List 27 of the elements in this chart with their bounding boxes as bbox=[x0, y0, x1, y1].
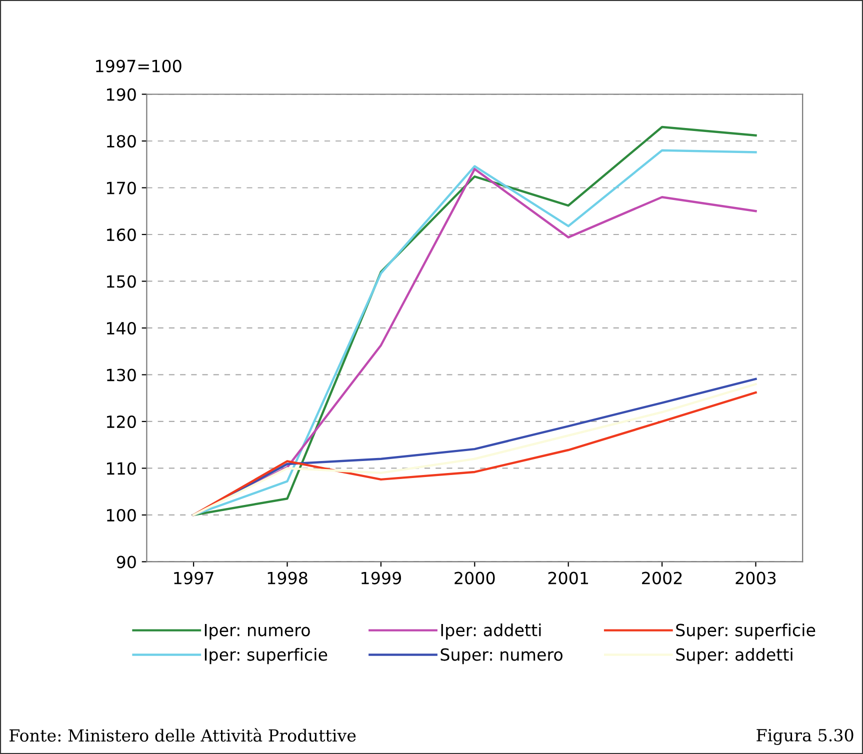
y-axis-title: 1997=100 bbox=[96, 60, 182, 72]
y-tick-label: 160 bbox=[107, 228, 136, 242]
source-note: Fonte: Ministero delle Attività Produttive bbox=[10, 728, 356, 742]
x-tick-label: 2001 bbox=[548, 572, 588, 584]
y-tick-label: 120 bbox=[107, 415, 136, 428]
x-tick-label: 2000 bbox=[454, 572, 495, 584]
y-tick-label: 170 bbox=[107, 182, 136, 194]
y-tick-label: 190 bbox=[107, 88, 136, 101]
y-tick-label: 100 bbox=[107, 508, 136, 522]
legend-label: Iper: numero bbox=[204, 624, 310, 640]
x-tick-label: 1997 bbox=[174, 572, 214, 584]
legend-label: Super: numero bbox=[440, 648, 562, 664]
legend-label: Iper: superficie bbox=[204, 648, 328, 664]
y-tick-label: 140 bbox=[107, 322, 136, 335]
x-tick-label: 2002 bbox=[642, 572, 682, 584]
y-tick-label: 130 bbox=[107, 368, 136, 382]
legend-label: Super: addetti bbox=[676, 648, 792, 664]
y-tick-label: 110 bbox=[107, 462, 136, 475]
y-tick-label: 150 bbox=[107, 275, 136, 288]
y-tick-label: 180 bbox=[107, 134, 136, 148]
x-tick-label: 1998 bbox=[268, 572, 308, 584]
text: Figura 5.30 bbox=[756, 728, 854, 745]
legend-label: Iper: addetti bbox=[441, 623, 541, 640]
legend-label: Super: superficie bbox=[676, 623, 816, 640]
x-tick-label: 2003 bbox=[736, 572, 776, 584]
y-tick-label: 90 bbox=[116, 556, 136, 568]
x-tick-label: 1999 bbox=[362, 572, 401, 584]
